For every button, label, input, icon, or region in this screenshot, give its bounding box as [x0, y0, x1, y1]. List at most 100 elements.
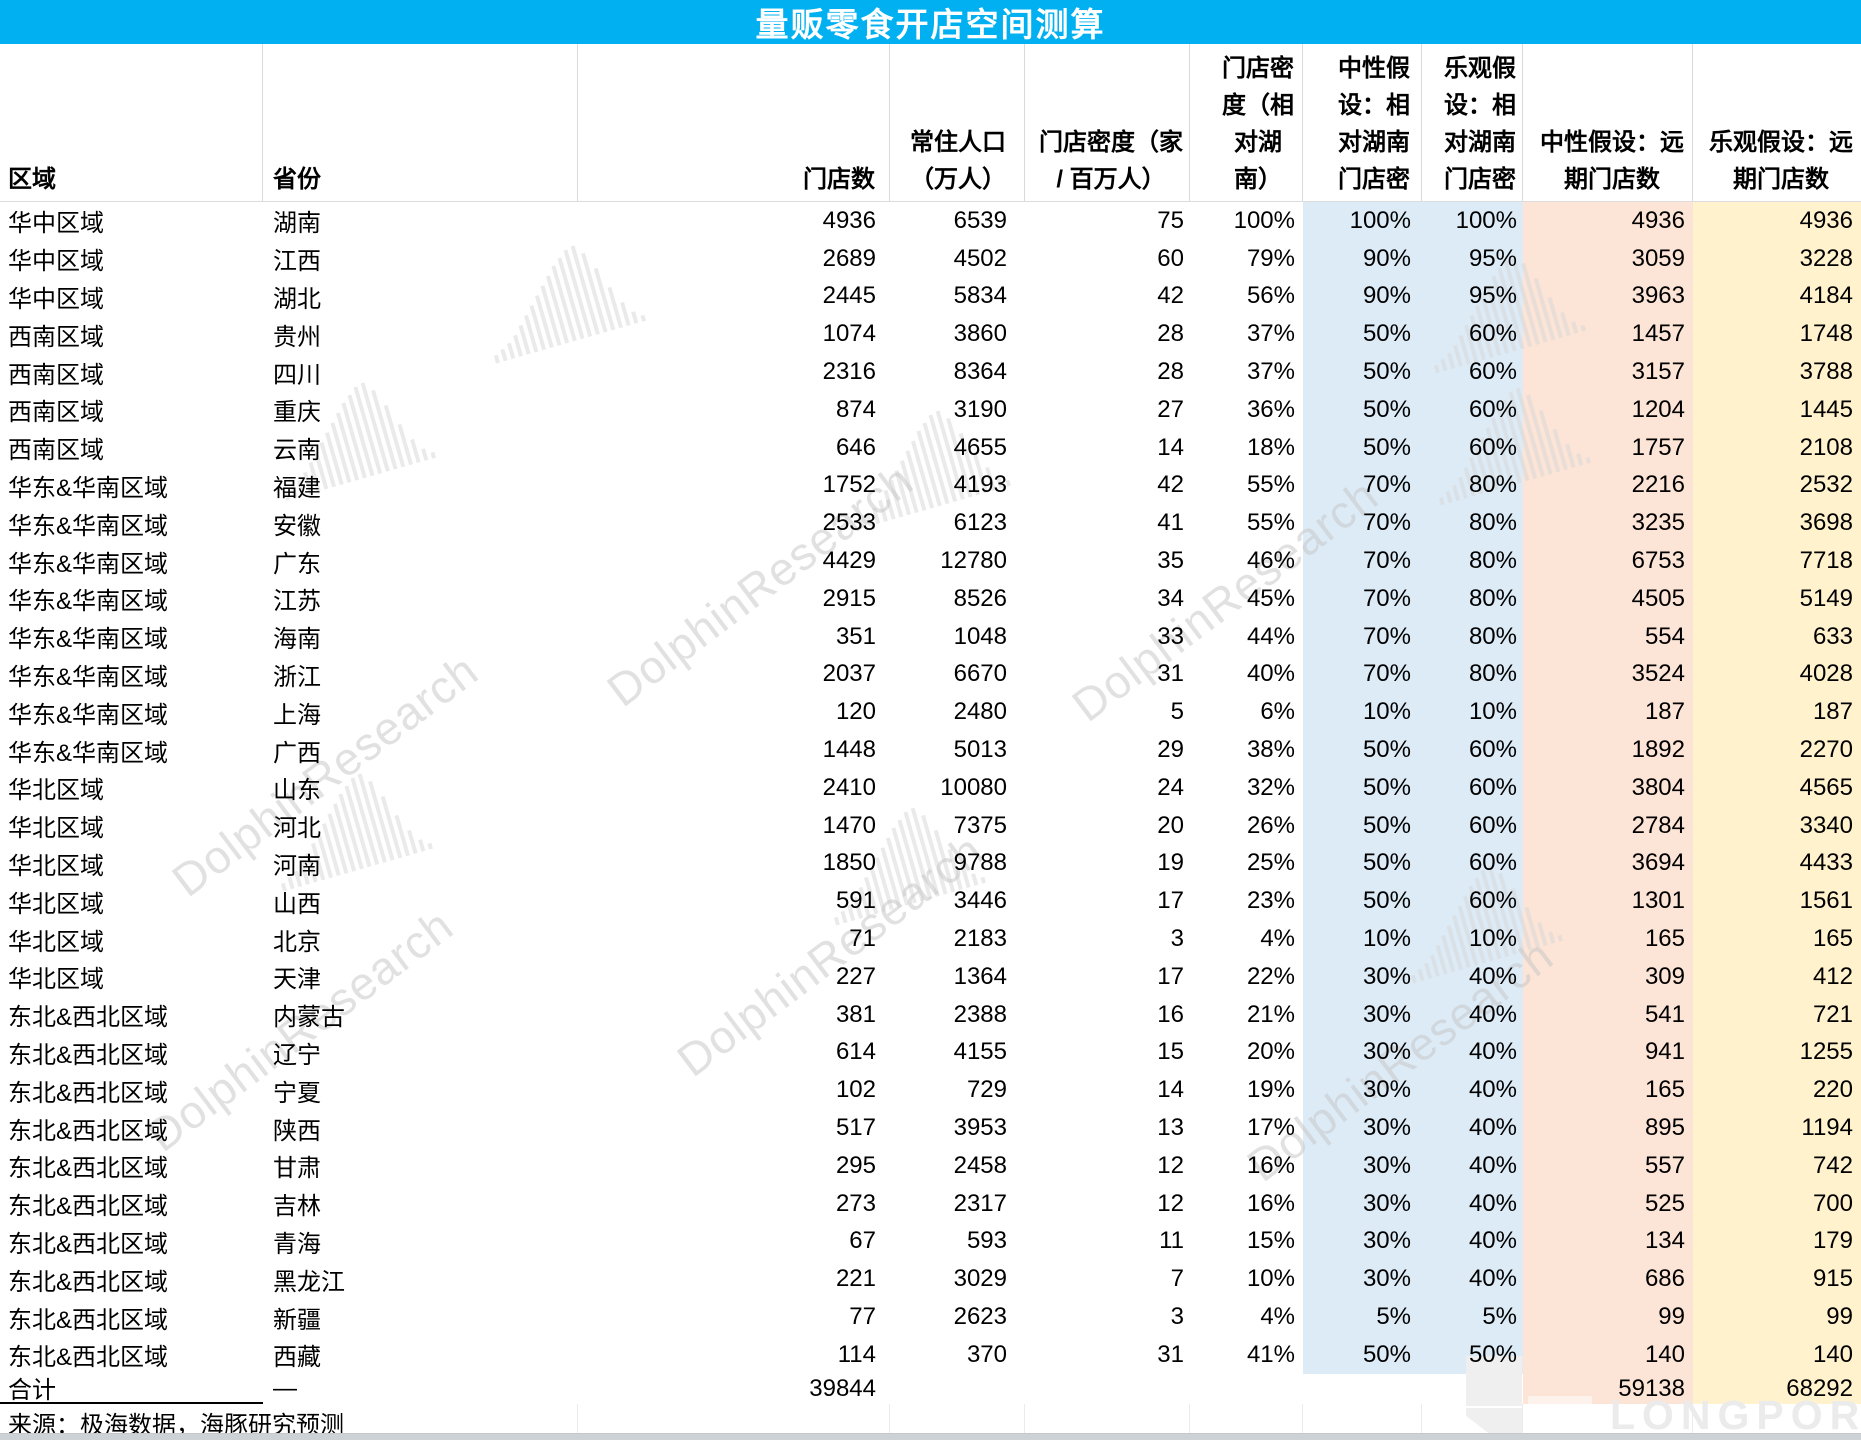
- table-cell: 6123: [953, 509, 1007, 537]
- table-cell: 2270: [1799, 736, 1853, 764]
- table-cell: 700: [1812, 1189, 1853, 1217]
- table-cell: 55%: [1246, 509, 1295, 537]
- table-cell: 3: [1170, 1303, 1184, 1330]
- table-cell: 2458: [953, 1151, 1007, 1179]
- table-cell: 4193: [953, 471, 1007, 499]
- table-cell: 1048: [953, 622, 1007, 650]
- table-cell: 2316: [822, 358, 876, 386]
- table-cell: 2317: [953, 1189, 1007, 1217]
- total-label: 合计: [0, 1374, 263, 1404]
- total-province: —: [273, 1374, 297, 1402]
- table-cell: 30%: [1362, 1000, 1411, 1028]
- total-stores: 39844: [809, 1374, 876, 1402]
- table-cell: [1422, 1374, 1523, 1404]
- table-cell: 黑龙江: [273, 1268, 345, 1296]
- table-cell: 30%: [1362, 962, 1411, 990]
- table-row: 华东&华南区域 福建 1752 4193 42 55% 70% 80% 2216 2532: [0, 467, 1861, 505]
- total-neutral-far: 59138: [1618, 1374, 1685, 1402]
- table-cell: 721: [1812, 1000, 1853, 1028]
- table-cell: 100%: [1349, 206, 1411, 234]
- table-cell: 187: [1812, 698, 1853, 726]
- table-cell: 安徽: [273, 512, 321, 540]
- table-cell: 44%: [1246, 622, 1295, 650]
- table-cell: 青海: [273, 1230, 321, 1258]
- table-cell: 1892: [1631, 736, 1685, 764]
- table-cell: 633: [1812, 622, 1853, 650]
- table-cell: 895: [1644, 1114, 1685, 1142]
- table-cell: 12780: [940, 547, 1007, 575]
- table-cell: 内蒙古: [273, 1004, 345, 1032]
- table-cell: 30%: [1362, 1189, 1411, 1217]
- table-cell: 30%: [1362, 1038, 1411, 1066]
- table-cell: 79%: [1246, 244, 1295, 272]
- table-cell: 东北&西北区域: [8, 1041, 169, 1069]
- table-cell: 20: [1157, 811, 1184, 839]
- table-row: 东北&西北区域 新疆 77 2623 3 4% 5% 5% 99 99: [0, 1298, 1861, 1336]
- table-header-row: 区域 省份 门店数 常住人口 （万人） 门店密度（家 / 百万人） 门店密 度（相 对湖 …: [0, 44, 1861, 202]
- table-cell: 2037: [822, 660, 876, 688]
- table-cell: 3788: [1799, 358, 1853, 386]
- title-bar: 量贩零食开店空间测算: [0, 0, 1861, 44]
- table-cell: 80%: [1468, 471, 1517, 499]
- table-cell: 10%: [1246, 1265, 1295, 1293]
- table-cell: 19: [1157, 849, 1184, 877]
- table-cell: 1757: [1631, 433, 1685, 461]
- table-cell: [1025, 1374, 1190, 1404]
- table-cell: 4936: [1799, 206, 1853, 234]
- table-cell: 陕西: [273, 1117, 321, 1145]
- table-cell: 西藏: [273, 1344, 321, 1372]
- table-cell: 40%: [1468, 1151, 1517, 1179]
- column-header: 常住人口 （万人）: [890, 44, 1025, 201]
- table-cell: 50%: [1362, 1340, 1411, 1368]
- table-cell: 67: [849, 1227, 876, 1255]
- table-row: 华中区域 湖北 2445 5834 42 56% 90% 95% 3963 4184: [0, 278, 1861, 316]
- table-cell: 26%: [1246, 811, 1295, 839]
- table-cell: 80%: [1468, 660, 1517, 688]
- table-cell: 华北区域: [8, 777, 104, 805]
- table-cell: 50%: [1362, 849, 1411, 877]
- table-cell: 6539: [953, 206, 1007, 234]
- table-cell: 46%: [1246, 547, 1295, 575]
- table-cell: 60%: [1468, 358, 1517, 386]
- table-cell: 915: [1812, 1265, 1853, 1293]
- table-cell: 17: [1157, 962, 1184, 990]
- column-header: 乐观假 设：相 对湖南 门店密: [1422, 44, 1523, 201]
- grid-cell: [1422, 1403, 1523, 1433]
- table-cell: 80%: [1468, 584, 1517, 612]
- table-cell: 华东&华南区域: [8, 474, 169, 502]
- table-cell: 3228: [1799, 244, 1853, 272]
- table-cell: 90%: [1362, 282, 1411, 310]
- table-cell: 浙江: [273, 663, 321, 691]
- table-cell: 3698: [1799, 509, 1853, 537]
- grid-cell: [578, 1403, 890, 1433]
- table-row: 华北区域 山东 2410 10080 24 32% 50% 60% 3804 4565: [0, 769, 1861, 807]
- table-cell: 70%: [1362, 660, 1411, 688]
- table-row: 西南区域 四川 2316 8364 28 37% 50% 60% 3157 3788: [0, 353, 1861, 391]
- table-cell: 5%: [1482, 1303, 1517, 1330]
- table-cell: 50%: [1362, 433, 1411, 461]
- table-cell: 2480: [953, 698, 1007, 726]
- table-row: 华北区域 河北 1470 7375 20 26% 50% 60% 2784 3340: [0, 807, 1861, 845]
- table-cell: 80%: [1468, 547, 1517, 575]
- table-cell: 381: [835, 1000, 876, 1028]
- table-cell: 42: [1157, 471, 1184, 499]
- table-cell: 山东: [273, 777, 321, 805]
- table-cell: 5: [1170, 698, 1184, 726]
- table-cell: 20%: [1246, 1038, 1295, 1066]
- table-cell: 华北区域: [8, 815, 104, 843]
- table-cell: 4936: [1631, 206, 1685, 234]
- table-cell: 50%: [1362, 320, 1411, 348]
- total-row: 合计 — 39844 59138 68292: [0, 1374, 1861, 1404]
- table-cell: 7718: [1799, 547, 1853, 575]
- table-cell: 541: [1644, 1000, 1685, 1028]
- table-cell: 3235: [1631, 509, 1685, 537]
- column-header: 乐观假设：远 期门店数: [1709, 129, 1853, 193]
- table-cell: 东北&西北区域: [8, 1079, 169, 1107]
- table-cell: 3340: [1799, 811, 1853, 839]
- table-cell: 华东&华南区域: [8, 550, 169, 578]
- table-cell: 60: [1157, 244, 1184, 272]
- table-row: 东北&西北区域 甘肃 295 2458 12 16% 30% 40% 557 742: [0, 1147, 1861, 1185]
- table-cell: 3157: [1631, 358, 1685, 386]
- table-cell: 525: [1644, 1189, 1685, 1217]
- table-cell: 40%: [1468, 1227, 1517, 1255]
